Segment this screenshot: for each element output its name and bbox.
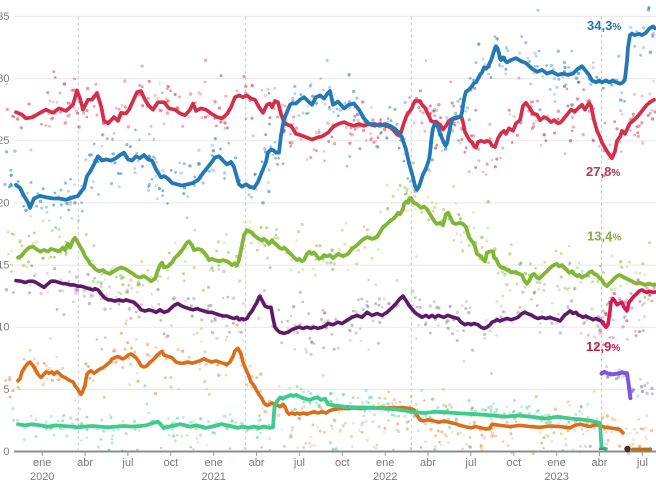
svg-text:2022: 2022 (373, 471, 397, 483)
svg-text:oct: oct (335, 457, 350, 469)
svg-text:10: 10 (0, 322, 10, 334)
svg-text:0: 0 (3, 446, 9, 458)
svg-text:ene: ene (205, 457, 223, 469)
svg-text:abr: abr (249, 457, 265, 469)
svg-text:20: 20 (0, 197, 10, 209)
svg-text:abr: abr (420, 457, 436, 469)
svg-text:5: 5 (3, 384, 9, 396)
svg-text:2020: 2020 (30, 471, 54, 483)
svg-text:oct: oct (163, 457, 178, 469)
svg-text:jul: jul (293, 457, 305, 469)
svg-text:2023: 2023 (544, 471, 568, 483)
svg-text:jul: jul (464, 457, 476, 469)
svg-text:jul: jul (636, 457, 648, 469)
svg-text:30: 30 (0, 73, 10, 85)
svg-text:15: 15 (0, 260, 10, 272)
svg-text:abr: abr (77, 457, 93, 469)
svg-text:ene: ene (376, 457, 394, 469)
svg-text:12,9%: 12,9% (586, 339, 620, 354)
svg-text:2021: 2021 (201, 471, 225, 483)
svg-text:27,8%: 27,8% (586, 164, 620, 179)
svg-text:25: 25 (0, 135, 10, 147)
svg-text:abr: abr (592, 457, 608, 469)
svg-text:13,4%: 13,4% (587, 229, 621, 244)
svg-text:ene: ene (33, 457, 51, 469)
svg-text:jul: jul (121, 457, 133, 469)
svg-text:oct: oct (506, 457, 521, 469)
svg-text:ene: ene (547, 457, 565, 469)
svg-text:34,3%: 34,3% (587, 18, 621, 33)
svg-text:35: 35 (0, 11, 10, 23)
